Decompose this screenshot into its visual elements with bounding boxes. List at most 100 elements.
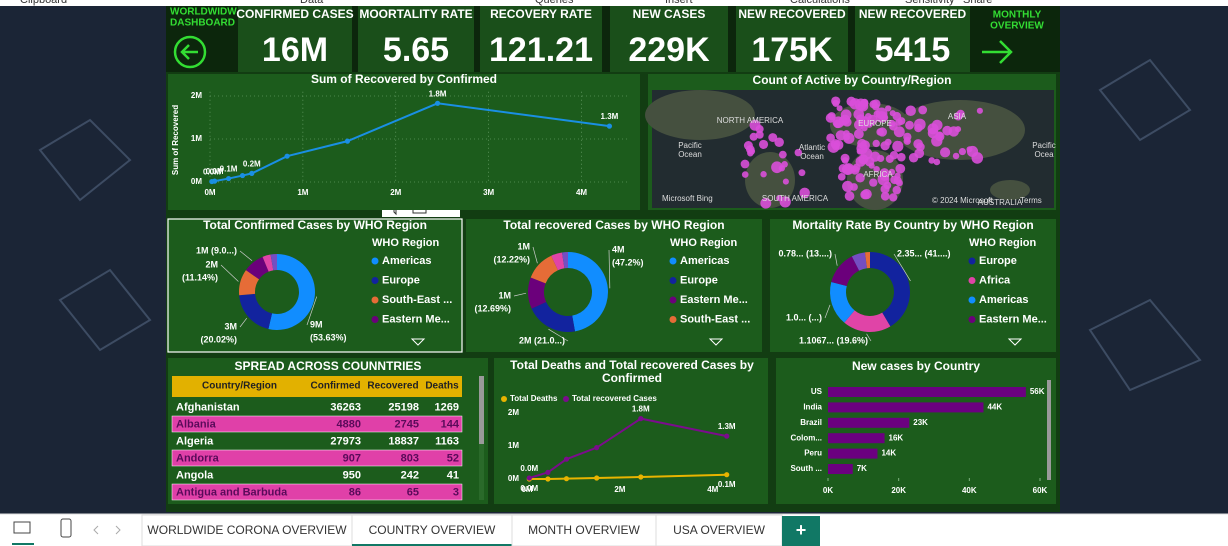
map-terms: Terms — [1020, 196, 1042, 205]
map-bubble — [843, 132, 855, 144]
panel — [776, 358, 1056, 504]
add-tab-label[interactable]: + — [796, 520, 807, 540]
mobile-view-icon[interactable] — [60, 518, 72, 538]
ribbon-label[interactable]: Sensitivity — [905, 0, 955, 6]
tab-label[interactable]: COUNTRY OVERVIEW — [369, 523, 496, 537]
data-point — [545, 469, 551, 475]
y-tick-label: 1M — [191, 134, 202, 143]
data-label: 0.1M — [718, 480, 736, 489]
legend-label[interactable]: Europe — [382, 274, 420, 286]
map-logo: Microsoft Bing — [662, 194, 713, 203]
map-label: AFRICA — [863, 170, 893, 179]
legend-label[interactable]: Eastern Me... — [680, 294, 748, 306]
legend-label[interactable]: Eastern Me... — [979, 313, 1047, 325]
table-cell: Algeria — [176, 435, 214, 447]
tab-scroll-arrows[interactable] — [93, 525, 121, 535]
ribbon-label[interactable]: Insert — [665, 0, 693, 6]
data-label: 44K — [987, 403, 1002, 412]
tab-label[interactable]: USA OVERVIEW — [673, 523, 765, 537]
tab[interactable] — [141, 514, 353, 546]
next-button[interactable] — [982, 40, 1013, 64]
data-label: (20.02%) — [200, 334, 237, 344]
map-bubble — [836, 105, 843, 112]
bar[interactable] — [828, 464, 853, 474]
legend-label[interactable]: Eastern Me... — [382, 313, 450, 325]
ribbon-label[interactable]: Clipboard — [20, 0, 67, 6]
map-bubble — [760, 171, 767, 178]
map-bubble — [940, 147, 951, 158]
ribbon-label[interactable]: Calculations — [790, 0, 850, 6]
table-cell: 41 — [447, 469, 459, 481]
bar[interactable] — [828, 433, 885, 444]
legend-scroll[interactable] — [1007, 338, 1023, 346]
table-row[interactable] — [171, 449, 463, 467]
tab[interactable] — [351, 514, 513, 546]
table-row[interactable] — [171, 415, 463, 433]
ribbon-label[interactable]: Queries — [535, 0, 574, 6]
map-bubble — [832, 99, 840, 107]
table-row[interactable] — [172, 433, 462, 449]
scrollbar-thumb[interactable] — [479, 376, 484, 444]
data-label: 1M — [517, 241, 530, 251]
map-bubble — [875, 111, 888, 123]
table-row[interactable] — [172, 467, 462, 483]
table-cell: Antigua and Barbuda — [176, 486, 288, 498]
donut-slice — [562, 252, 568, 269]
nav-label[interactable]: OVERVIEW — [990, 21, 1044, 32]
map-bubble — [892, 185, 901, 195]
ribbon-label[interactable]: Share — [963, 0, 992, 6]
map-bubble — [893, 176, 902, 185]
ribbon-label[interactable]: Data — [300, 0, 324, 6]
legend-label[interactable]: Total recovered Cases — [572, 394, 657, 403]
ribbon-bar — [0, 0, 1228, 6]
legend-label[interactable]: South-East ... — [382, 294, 452, 306]
table-row[interactable] — [171, 483, 463, 501]
map-bubble — [880, 191, 890, 201]
back-button[interactable] — [173, 35, 207, 69]
legend-label[interactable]: Europe — [979, 255, 1017, 267]
legend-label[interactable]: Americas — [382, 255, 432, 267]
kpi-tile — [358, 6, 474, 72]
legend-title: WHO Region — [969, 237, 1036, 249]
map-bubble — [956, 109, 965, 119]
bar[interactable] — [828, 448, 878, 459]
kpi-value: 229K — [628, 31, 710, 69]
legend-label[interactable]: Americas — [680, 255, 730, 267]
nav-label[interactable]: MONTHLY — [993, 10, 1042, 21]
legend-label[interactable]: Africa — [979, 274, 1011, 286]
table-row[interactable] — [172, 399, 462, 415]
legend-label[interactable]: Europe — [680, 274, 718, 286]
tab-label[interactable]: WORLDWIDE CORONA OVERVIEW — [147, 523, 347, 537]
table-cell: Angola — [176, 469, 214, 481]
legend-scroll[interactable] — [708, 338, 724, 346]
map-bubble — [880, 141, 890, 151]
data-point — [724, 433, 730, 439]
y-tick-label: Colom... — [790, 433, 822, 442]
data-label: 1.0... (...) — [786, 312, 822, 322]
legend-marker — [371, 257, 379, 265]
legend-marker — [669, 316, 677, 323]
legend-label[interactable]: Total Deaths — [510, 394, 558, 403]
add-tab-button[interactable] — [782, 516, 820, 546]
kpi-value: 5415 — [875, 31, 951, 69]
bar[interactable] — [828, 402, 984, 413]
chart-title: Mortality Rate By Country by WHO Region — [792, 218, 1033, 232]
map-bubble — [794, 148, 803, 157]
tab-label[interactable]: MONTH OVERVIEW — [528, 523, 640, 537]
bar[interactable] — [828, 417, 910, 428]
table-cell: 3 — [453, 486, 459, 498]
map-bubble — [883, 181, 892, 190]
kpi-label: NEW CASES — [633, 7, 706, 21]
desktop-view-icon[interactable] — [13, 521, 31, 534]
tab[interactable] — [655, 514, 783, 546]
legend-scroll[interactable] — [410, 338, 426, 346]
leader-line — [239, 317, 248, 328]
map-label: EUROPE — [858, 119, 892, 128]
legend-label[interactable]: Americas — [979, 294, 1029, 306]
map-bubble — [904, 136, 911, 143]
bar[interactable] — [828, 387, 1026, 397]
donut-slice — [844, 310, 891, 332]
legend-label[interactable]: South-East ... — [680, 313, 750, 325]
data-label: 0.0M — [206, 167, 224, 176]
data-label: 1.8M — [429, 89, 447, 98]
